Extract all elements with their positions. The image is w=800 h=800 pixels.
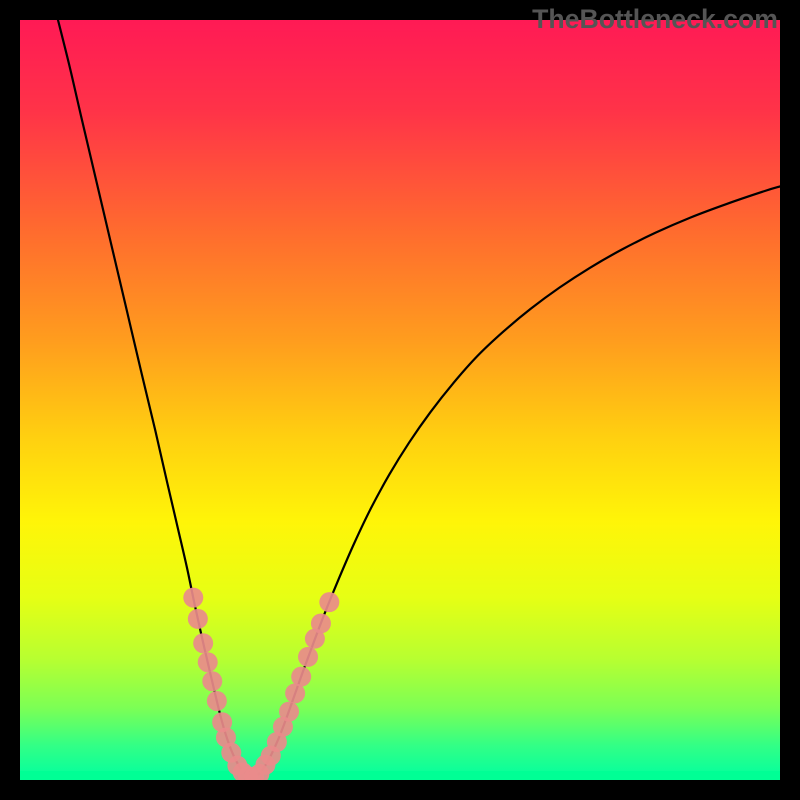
data-marker xyxy=(279,702,299,722)
data-marker xyxy=(202,671,222,691)
bottleneck-curve xyxy=(58,20,780,777)
data-marker xyxy=(193,633,213,653)
baseline-band xyxy=(20,771,780,780)
data-marker xyxy=(198,652,218,672)
data-marker xyxy=(319,592,339,612)
data-marker xyxy=(207,691,227,711)
watermark-text: TheBottleneck.com xyxy=(532,4,778,35)
chart-svg xyxy=(20,20,780,780)
data-marker xyxy=(183,588,203,608)
data-marker xyxy=(188,609,208,629)
plot-area xyxy=(20,20,780,780)
data-marker xyxy=(291,667,311,687)
data-marker xyxy=(298,647,318,667)
data-marker xyxy=(311,613,331,633)
